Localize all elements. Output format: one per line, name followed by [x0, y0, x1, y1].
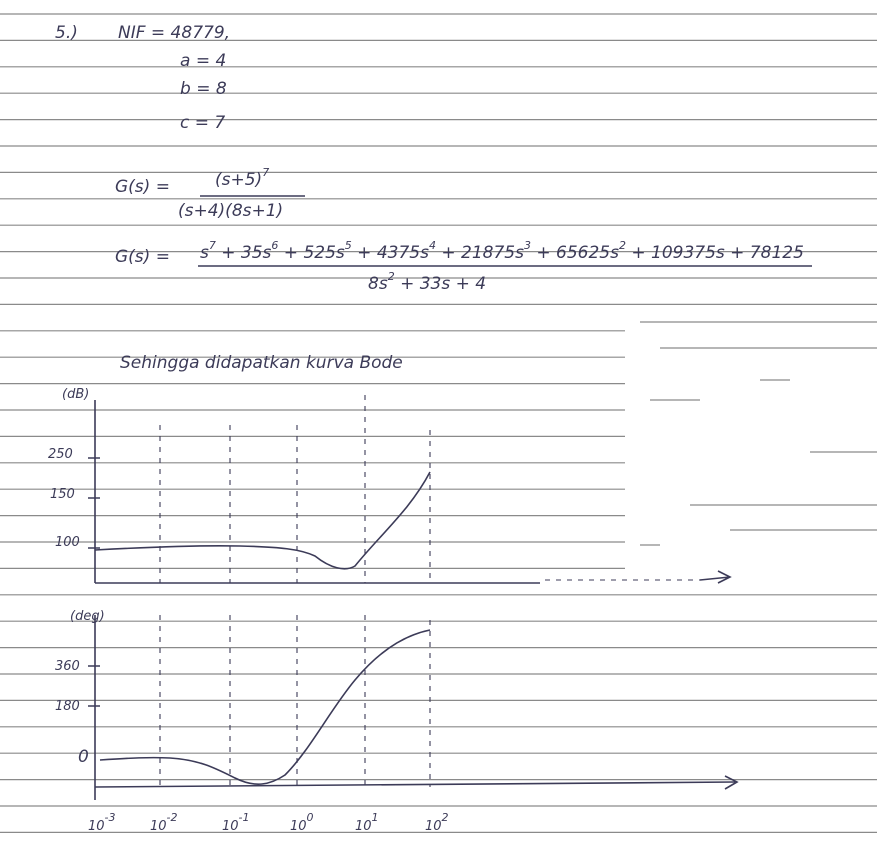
expanded-denominator: 8s2 + 33s + 4 [368, 270, 486, 294]
superscript: -1 [239, 811, 250, 824]
superscript: 3 [524, 239, 531, 252]
superscript: 2 [388, 270, 395, 283]
superscript: 6 [271, 239, 278, 252]
expanded-label: G(s) = [115, 247, 170, 267]
term: + 4375s [352, 243, 429, 263]
term: + 109375s + 78125 [626, 243, 804, 263]
term: + 525s [278, 243, 344, 263]
term: 10 [88, 819, 105, 834]
term: (s+4)(8s+1) [178, 201, 283, 221]
term: + 65625s [531, 243, 619, 263]
param: a = 4 [180, 51, 226, 71]
caption: Sehingga didapatkan kurva Bode [120, 353, 403, 373]
x-label: 102 [425, 811, 449, 834]
tf-numerator: (s+5)7 [215, 166, 269, 190]
superscript: 5 [345, 239, 352, 252]
param: b = 8 [180, 79, 227, 99]
term: + 33s + 4 [395, 274, 486, 294]
x-label: 100 [290, 811, 314, 834]
y-label: 250 [48, 447, 73, 462]
y-label: 360 [55, 659, 80, 674]
x-label: 10-1 [222, 811, 250, 834]
term: 10 [290, 819, 307, 834]
y-label: 180 [55, 699, 80, 714]
x-label: 10-3 [88, 811, 116, 834]
superscript: 2 [442, 811, 449, 824]
expanded-numerator: s7 + 35s6 + 525s5 + 4375s4 + 21875s3 + 6… [200, 239, 804, 263]
tf-denominator: (s+4)(8s+1) [178, 201, 283, 221]
tf-label: G(s) = [115, 177, 170, 197]
term: 10 [150, 819, 167, 834]
problem-number: 5.) [55, 23, 78, 43]
superscript: 7 [262, 166, 269, 179]
y-label: 0 [78, 747, 89, 767]
term: 10 [425, 819, 442, 834]
y-label: 100 [55, 535, 80, 550]
term: s [200, 243, 209, 263]
superscript: -3 [105, 811, 116, 824]
superscript: 2 [619, 239, 626, 252]
superscript: 0 [307, 811, 314, 824]
erased-area [625, 318, 877, 590]
x-label: 10-2 [150, 811, 178, 834]
superscript: 4 [429, 239, 436, 252]
term: 8s [368, 274, 388, 294]
term: + 21875s [436, 243, 524, 263]
superscript: 7 [209, 239, 216, 252]
term: (s+5) [215, 170, 262, 190]
term: + 35s [216, 243, 272, 263]
phase-plot: (deg) 360 180 0 [55, 609, 737, 800]
nif: NIF = 48779, [118, 23, 230, 43]
term: 10 [355, 819, 372, 834]
y-label: 150 [50, 487, 75, 502]
x-label: 101 [355, 811, 379, 834]
superscript: 1 [372, 811, 379, 824]
term: 10 [222, 819, 239, 834]
superscript: -2 [167, 811, 178, 824]
y-unit: (deg) [70, 609, 105, 624]
notebook-page: 5.) NIF = 48779, a = 4 b = 8 c = 7 G(s) … [0, 0, 877, 858]
y-unit: (dB) [62, 387, 89, 402]
param: c = 7 [180, 113, 225, 133]
